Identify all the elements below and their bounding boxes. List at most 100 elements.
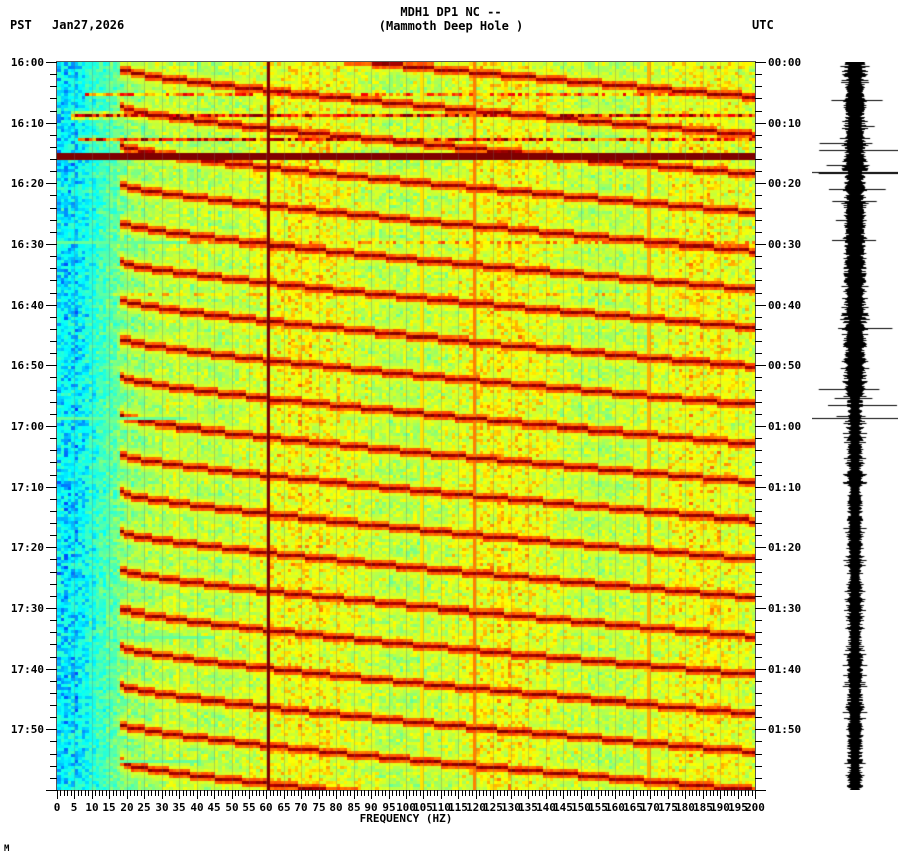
frequency-tick (682, 790, 683, 796)
frequency-tick (347, 790, 348, 796)
frequency-tick (238, 790, 239, 796)
pst-tick (50, 450, 57, 451)
frequency-tick (291, 790, 292, 796)
frequency-tick (647, 790, 648, 796)
pst-tick (50, 159, 57, 160)
spectrogram-plot[interactable] (57, 62, 755, 790)
frequency-tick (591, 790, 592, 796)
utc-time-label: 00:00 (768, 56, 802, 69)
frequency-tick (619, 790, 620, 796)
frequency-tick (371, 790, 372, 799)
frequency-tick (413, 790, 414, 796)
frequency-tick (706, 790, 707, 796)
frequency-tick (326, 790, 327, 796)
utc-tick (755, 123, 766, 124)
pst-tick (46, 487, 57, 488)
frequency-tick-label: 120 (466, 801, 486, 814)
utc-time-label: 01:10 (768, 481, 802, 494)
frequency-tick (127, 790, 128, 799)
pst-tick (50, 632, 57, 633)
frequency-tick (563, 790, 564, 799)
pst-tick (50, 754, 57, 755)
pst-tick (50, 535, 57, 536)
frequency-tick-label: 85 (347, 801, 361, 814)
frequency-tick (92, 790, 93, 799)
frequency-tick (301, 790, 302, 799)
frequency-tick-label: 80 (329, 801, 343, 814)
frequency-tick (629, 790, 630, 796)
pst-tick (50, 195, 57, 196)
pst-tick (50, 341, 57, 342)
pst-tick (50, 280, 57, 281)
frequency-tick-label: 140 (536, 801, 556, 814)
utc-tick (755, 741, 762, 742)
frequency-tick (622, 790, 623, 796)
frequency-tick (577, 790, 578, 796)
seismogram-canvas[interactable] (812, 62, 898, 790)
frequency-tick (685, 790, 686, 799)
frequency-tick-label: 0 (53, 801, 61, 814)
pst-time-label: 16:10 (10, 117, 44, 130)
frequency-tick-label: 10 (85, 801, 99, 814)
utc-label: UTC (752, 18, 774, 32)
utc-tick (755, 98, 762, 99)
spectrogram-canvas[interactable] (57, 62, 755, 790)
frequency-tick (396, 790, 397, 796)
seismogram-trace[interactable] (812, 62, 898, 790)
utc-time-label: 01:50 (768, 723, 802, 736)
frequency-tick (270, 790, 271, 796)
frequency-tick (322, 790, 323, 796)
station-code: MDH1 DP1 NC -- (400, 5, 502, 19)
pst-tick (50, 402, 57, 403)
frequency-tick (525, 790, 526, 796)
frequency-tick (60, 790, 61, 796)
frequency-tick (689, 790, 690, 796)
frequency-tick (364, 790, 365, 796)
pst-tick (50, 644, 57, 645)
pst-tick (50, 766, 57, 767)
frequency-tick (305, 790, 306, 796)
frequency-tick (389, 790, 390, 799)
pst-tick (46, 123, 57, 124)
utc-time-axis: 00:00 00:10 00:20 00:30 00:40 00:50 01:00 01:10… (755, 0, 902, 864)
pst-tick (46, 669, 57, 670)
frequency-tick (144, 790, 145, 799)
utc-tick (755, 341, 762, 342)
frequency-tick-label: 190 (710, 801, 730, 814)
utc-tick (755, 293, 762, 294)
frequency-tick (81, 790, 82, 796)
frequency-tick (336, 790, 337, 799)
frequency-tick (343, 790, 344, 796)
utc-tick (755, 62, 766, 63)
frequency-tick (406, 790, 407, 799)
utc-tick (755, 608, 766, 609)
utc-tick (755, 220, 762, 221)
frequency-tick (204, 790, 205, 796)
frequency-tick (678, 790, 679, 796)
utc-tick (755, 511, 762, 512)
frequency-tick (85, 790, 86, 796)
frequency-tick (605, 790, 606, 796)
frequency-tick (242, 790, 243, 796)
utc-tick (755, 657, 762, 658)
frequency-tick (137, 790, 138, 796)
frequency-tick (155, 790, 156, 796)
frequency-tick (123, 790, 124, 796)
pst-tick (50, 511, 57, 512)
frequency-tick-label: 65 (277, 801, 291, 814)
frequency-tick (378, 790, 379, 796)
frequency-tick-label: 50 (225, 801, 239, 814)
utc-tick (755, 208, 762, 209)
frequency-tick (120, 790, 121, 796)
frequency-tick-label: 155 (588, 801, 608, 814)
utc-tick (755, 402, 762, 403)
utc-tick (755, 232, 762, 233)
utc-tick (755, 450, 762, 451)
frequency-tick (298, 790, 299, 796)
frequency-tick (67, 790, 68, 796)
frequency-tick (549, 790, 550, 796)
frequency-tick (462, 790, 463, 796)
pst-tick (50, 596, 57, 597)
utc-time-label: 01:00 (768, 420, 802, 433)
frequency-tick (479, 790, 480, 796)
